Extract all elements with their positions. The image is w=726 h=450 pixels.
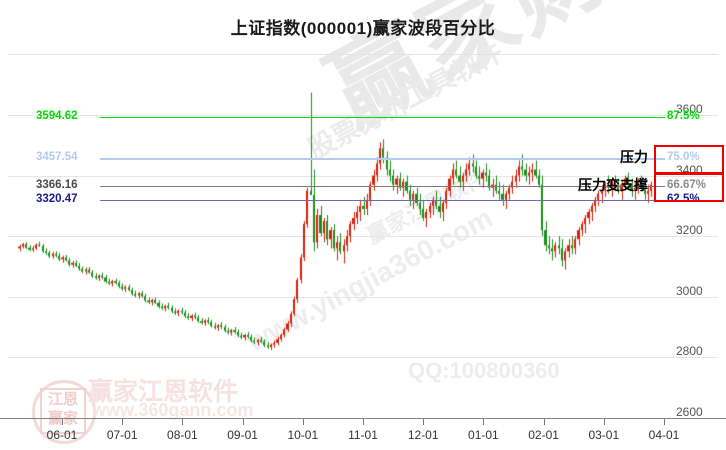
x-tick-06-01 [62, 419, 63, 425]
level-750-price-label: 3457.54 [36, 151, 78, 164]
page-title: 上证指数(000001)赢家波段百分比 [230, 19, 496, 38]
candlestick-plot [8, 54, 663, 418]
y-axis-label-3200: 3200 [676, 223, 703, 238]
level-750-percent-label: 75.0% [667, 151, 700, 164]
x-axis-label-09-01: 09-01 [227, 428, 258, 442]
x-axis-label-01-01: 01-01 [468, 428, 499, 442]
x-axis-label-06-01: 06-01 [46, 428, 78, 442]
x-axis-label-02-01: 02-01 [528, 428, 559, 442]
level-750-highlight-box [654, 145, 724, 175]
x-tick-02-01 [543, 419, 545, 425]
x-tick-01-01 [483, 419, 485, 425]
x-tick-09-01 [242, 419, 244, 425]
level-6667-percent-label: 66.67% [667, 178, 707, 191]
level-750-line [100, 158, 665, 160]
level-6667-line [100, 185, 665, 188]
level-625-price-label: 3320.47 [36, 192, 78, 205]
x-tick-03-01 [603, 419, 605, 425]
x-tick-08-01 [182, 419, 184, 425]
level-750-annotation: 压力 [620, 149, 648, 166]
y-axis-label-2800: 2800 [676, 344, 703, 359]
x-axis-label-07-01: 07-01 [106, 428, 138, 442]
x-tick-07-01 [122, 419, 124, 425]
x-axis-label-08-01: 08-01 [167, 428, 198, 442]
level-875-percent-label: 87.5% [667, 109, 700, 122]
x-axis-label-12-01: 12-01 [407, 428, 439, 442]
y-axis-label-3000: 3000 [676, 283, 703, 298]
level-6667-highlight-box [654, 172, 724, 202]
plot-bottom-border [0, 418, 726, 419]
level-875-price-label: 3594.62 [36, 109, 78, 122]
level-875-line [100, 116, 665, 119]
level-6667-annotation: 压力变支撑 [578, 176, 648, 193]
x-tick-12-01 [423, 419, 425, 425]
y-axis-label-3600: 3600 [676, 102, 703, 116]
level-6667-price-label: 3366.16 [36, 178, 78, 191]
level-625-line [100, 199, 665, 202]
x-tick-10-01 [302, 419, 304, 425]
x-axis-label-10-01: 10-01 [287, 428, 319, 442]
x-axis-label-11-01: 11-01 [348, 428, 378, 442]
y-axis-label-2600: 2600 [676, 405, 703, 419]
x-axis-label-03-01: 03-01 [588, 428, 620, 442]
x-tick-04-01 [664, 419, 665, 425]
x-tick-11-01 [363, 419, 364, 425]
x-axis-label-04-01: 04-01 [648, 428, 680, 442]
